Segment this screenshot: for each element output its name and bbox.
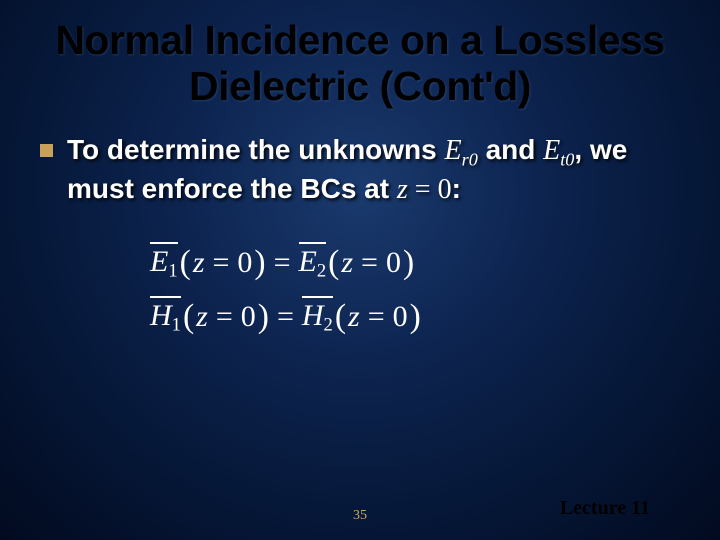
- bar-H2: H2: [302, 297, 333, 337]
- lparen-2: (: [328, 244, 339, 282]
- bar-E2: E2: [299, 243, 327, 283]
- sym-E2: E: [299, 245, 317, 278]
- sym-E1: E: [150, 245, 168, 278]
- bar-E1: E1: [150, 243, 178, 283]
- eq-sign: =: [408, 174, 438, 205]
- slide-number: 35: [353, 508, 367, 524]
- body-text-and: and: [478, 134, 543, 165]
- body-row: To determine the unknowns Er0 and Et0, w…: [30, 132, 690, 207]
- arg-z-1: z: [193, 246, 205, 280]
- eq-mid-2: =: [271, 300, 300, 334]
- sub-H1: 1: [172, 314, 181, 335]
- body-text-pre: To determine the unknowns: [67, 134, 445, 165]
- lparen-1: (: [180, 244, 191, 282]
- sub-H2: 2: [324, 314, 333, 335]
- bullet-icon: [40, 144, 53, 157]
- var-Er0-sub: r0: [462, 149, 478, 169]
- sym-H2: H: [302, 299, 324, 332]
- num-zero: 0: [438, 174, 452, 205]
- rparen-1: ): [254, 244, 265, 282]
- rparen-2: ): [403, 244, 414, 282]
- arg-0-2: 0: [386, 246, 401, 280]
- equation-e: E1 ( z = 0 ) = E2 ( z = 0 ): [150, 243, 690, 283]
- var-Et0-base: E: [543, 135, 560, 166]
- lparen-4: (: [335, 298, 346, 336]
- lecture-label: Lecture 11: [560, 497, 650, 520]
- arg-eq-1: =: [207, 246, 236, 280]
- sub-E2: 2: [317, 261, 326, 282]
- var-Er0-base: E: [445, 135, 462, 166]
- sub-E1: 1: [168, 261, 177, 282]
- arg-z-4: z: [348, 300, 360, 334]
- arg-eq-2: =: [355, 246, 384, 280]
- sym-H1: H: [150, 299, 172, 332]
- body-text: To determine the unknowns Er0 and Et0, w…: [67, 132, 680, 207]
- arg-z-3: z: [196, 300, 208, 334]
- arg-0-1: 0: [237, 246, 252, 280]
- rparen-4: ): [410, 298, 421, 336]
- slide-title: Normal Incidence on a Lossless Dielectri…: [30, 18, 690, 110]
- equation-h: H1 ( z = 0 ) = H2 ( z = 0 ): [150, 297, 690, 337]
- slide: Normal Incidence on a Lossless Dielectri…: [0, 0, 720, 540]
- bar-H1: H1: [150, 297, 181, 337]
- arg-eq-4: =: [362, 300, 391, 334]
- var-z: z: [397, 174, 408, 205]
- eq-mid-1: =: [268, 246, 297, 280]
- arg-0-3: 0: [241, 300, 256, 334]
- arg-z-2: z: [341, 246, 353, 280]
- rparen-3: ): [258, 298, 269, 336]
- lparen-3: (: [183, 298, 194, 336]
- var-Et0-sub: t0: [560, 149, 574, 169]
- arg-0-4: 0: [393, 300, 408, 334]
- equations-block: E1 ( z = 0 ) = E2 ( z = 0 ) H1 ( z = 0 )…: [150, 243, 690, 336]
- arg-eq-3: =: [210, 300, 239, 334]
- body-text-end: :: [452, 173, 461, 204]
